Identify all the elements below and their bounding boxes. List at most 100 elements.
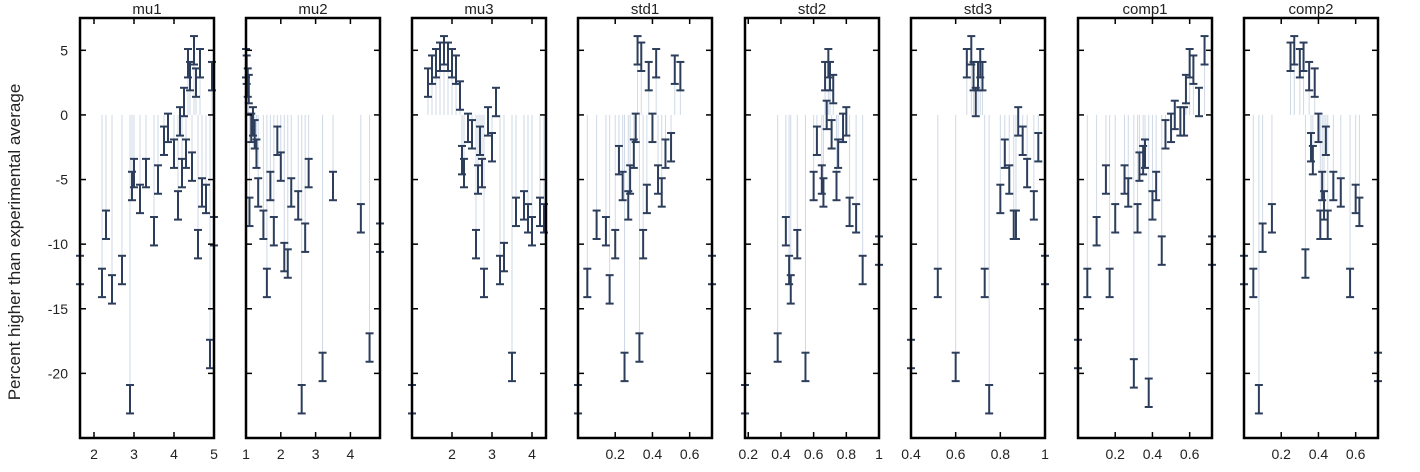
error-bar	[951, 351, 960, 383]
x-tick-label: 0.6	[804, 446, 824, 462]
y-tick-label: -20	[48, 365, 68, 381]
error-bar	[1267, 203, 1276, 234]
error-bar	[661, 138, 670, 169]
error-bar	[1286, 41, 1295, 72]
error-bar	[160, 125, 168, 156]
error-bar	[484, 106, 492, 137]
x-tick-label: 3	[488, 446, 496, 462]
error-bar	[1152, 170, 1161, 202]
error-bar	[1018, 125, 1027, 156]
error-bar	[136, 183, 144, 215]
error-bar	[652, 48, 661, 79]
error-bar	[150, 216, 158, 247]
error-bar	[827, 119, 836, 150]
x-tick-label: 4	[528, 446, 536, 462]
error-bar	[829, 73, 838, 105]
error-bar	[468, 119, 476, 150]
error-bar	[933, 267, 942, 299]
error-bar	[269, 216, 278, 247]
error-bar	[1034, 132, 1043, 163]
error-bar	[266, 170, 275, 202]
x-tick-label: 0.6	[680, 446, 700, 462]
error-bar	[601, 216, 610, 247]
x-tick-label: 3	[130, 446, 138, 462]
panel-comp2: comp2 0.2 0.4 0.6	[1240, 1, 1382, 462]
error-bar	[1133, 203, 1142, 234]
error-bar	[1014, 106, 1023, 137]
error-bar	[1355, 196, 1364, 228]
error-bar	[1329, 170, 1338, 202]
error-bar	[629, 138, 638, 169]
error-bar	[1249, 267, 1258, 299]
error-bar	[1129, 358, 1138, 389]
error-bar	[1301, 248, 1310, 279]
error-bar	[1083, 267, 1092, 299]
error-bar	[1157, 235, 1166, 266]
error-bar	[440, 35, 448, 66]
error-bar	[978, 60, 987, 92]
x-tick-label: 2	[90, 446, 98, 462]
panel-title: mu1	[132, 1, 161, 18]
error-bar	[1346, 267, 1355, 299]
error-bar	[254, 177, 263, 208]
error-bar	[202, 183, 210, 215]
x-tick-label: 0.6	[1180, 446, 1200, 462]
x-tick-label: 2	[448, 446, 456, 462]
error-bar	[178, 157, 186, 189]
error-bar	[1258, 222, 1267, 253]
x-tick-label: 0.4	[771, 446, 791, 462]
error-bar	[294, 190, 303, 221]
error-bar	[971, 86, 980, 118]
error-bar	[809, 170, 818, 202]
error-bar	[1029, 190, 1038, 221]
x-tick-label: 0.8	[837, 446, 857, 462]
error-bar	[1314, 112, 1323, 144]
error-bar	[614, 144, 623, 176]
error-bar	[262, 267, 271, 299]
error-bar	[424, 67, 432, 98]
error-bar	[283, 248, 292, 279]
error-bar	[508, 351, 516, 383]
panel-mu2: mu2 1 2 3 4	[242, 1, 384, 462]
error-bar	[631, 112, 640, 144]
error-bar	[142, 157, 150, 189]
x-tick-label: 0.4	[901, 446, 921, 462]
error-bar	[259, 209, 268, 240]
error-bar	[98, 267, 106, 299]
x-tick-label: 0.2	[1105, 446, 1125, 462]
error-bar	[618, 170, 627, 202]
error-bar	[812, 125, 821, 156]
panel-frame	[244, 16, 382, 440]
error-bar	[1254, 384, 1263, 415]
panel-frame	[576, 16, 714, 440]
x-tick-label: 4	[347, 446, 355, 462]
x-tick-label: 0.6	[1346, 446, 1366, 462]
error-bar	[1120, 164, 1129, 195]
error-bar	[654, 164, 663, 195]
error-bar	[512, 196, 520, 228]
error-bar	[108, 274, 116, 305]
error-bar	[474, 164, 482, 195]
error-bar	[1135, 151, 1144, 182]
panel-mu3: mu3 2 3 4	[408, 1, 548, 462]
error-bar	[190, 35, 198, 66]
error-bar	[1111, 203, 1120, 234]
error-bar	[642, 183, 651, 215]
error-bar	[154, 164, 162, 195]
x-tick-label: 3	[312, 446, 320, 462]
panel-std3: std3 0.4 0.6 0.8 1	[901, 1, 1049, 462]
error-bar	[773, 332, 782, 363]
x-tick-label: 4	[170, 446, 178, 462]
x-tick-label: 0.4	[1143, 446, 1163, 462]
x-tick-label: 0.6	[946, 446, 966, 462]
panel-title: std2	[798, 1, 826, 18]
error-bar	[624, 190, 633, 221]
error-bar	[781, 216, 790, 247]
x-tick-label: 0.4	[643, 446, 663, 462]
error-bar	[1336, 177, 1345, 208]
panel-frame	[410, 16, 548, 440]
error-bar	[248, 106, 257, 137]
error-bar	[592, 209, 601, 240]
error-bar	[452, 54, 460, 85]
